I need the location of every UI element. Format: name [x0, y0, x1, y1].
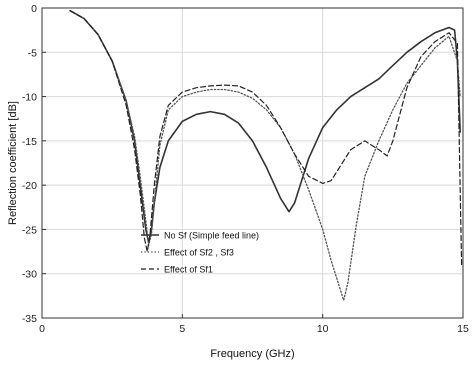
y-tick-label: -15 [22, 136, 37, 148]
x-tick-label: 0 [39, 323, 45, 335]
y-tick-label: 0 [31, 3, 37, 15]
y-tick-label: -25 [22, 224, 37, 236]
legend-label-3: Effect of Sf1 [164, 265, 213, 275]
y-tick-label: -35 [22, 313, 37, 325]
legend-label-1: No Sf (Simple feed line) [164, 231, 259, 241]
y-tick-label: -10 [22, 92, 37, 104]
legend-label-2: Effect of Sf2 , Sf3 [164, 248, 234, 258]
chart-grid [41, 7, 464, 319]
series-line-1 [69, 9, 461, 244]
chart-legend: No Sf (Simple feed line) Effect of Sf2 , … [141, 231, 259, 275]
series-layer [69, 9, 463, 301]
y-tick-label: -30 [22, 269, 37, 281]
x-tick-label: 10 [317, 323, 329, 335]
x-axis-label: Frequency (GHz) [210, 348, 294, 360]
series-line-3 [69, 10, 463, 266]
axis-ticks: 0 5 10 15 0 -5 -10 -15 -20 -25 -30 -35 [22, 3, 469, 335]
y-axis-label: Reflection coefficient [dB] [7, 101, 19, 225]
y-tick-label: -20 [22, 180, 37, 192]
series-line-2 [69, 10, 461, 301]
plot-area [41, 7, 464, 319]
y-tick-label: -5 [28, 47, 37, 59]
x-tick-label: 5 [179, 323, 185, 335]
x-tick-label: 15 [457, 323, 469, 335]
